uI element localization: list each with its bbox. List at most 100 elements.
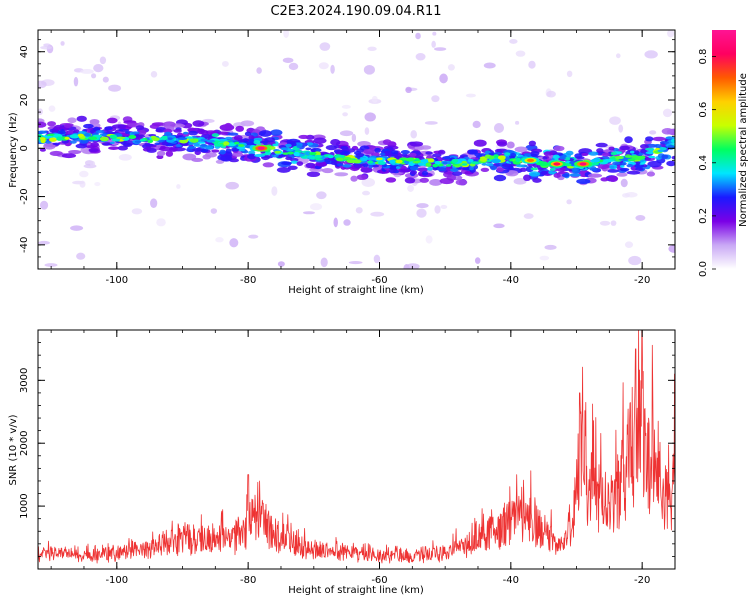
- heatmap-cell: [117, 145, 128, 151]
- heatmap-cell: [371, 152, 380, 157]
- heatmap-cell: [218, 131, 230, 135]
- heatmap-cell: [148, 133, 157, 137]
- heatmap-cell: [247, 153, 256, 160]
- y-tick-label: 3000: [19, 368, 30, 393]
- heatmap-cell: [150, 70, 158, 78]
- heatmap-cell: [52, 142, 61, 146]
- heatmap-cell: [333, 217, 338, 228]
- heatmap-cell: [234, 141, 240, 145]
- heatmap-cell: [244, 131, 252, 136]
- x-tick-label: -40: [503, 275, 519, 286]
- heatmap-cell: [610, 220, 617, 226]
- heatmap-cell: [99, 136, 109, 142]
- heatmap-cell: [569, 173, 581, 177]
- heatmap-cell: [191, 157, 204, 163]
- heatmap-cell: [483, 62, 496, 69]
- heatmap-cell: [39, 148, 46, 152]
- heatmap-cell: [491, 158, 501, 164]
- heatmap-cell: [490, 165, 497, 171]
- heatmap-cell: [421, 170, 429, 176]
- heatmap-cell: [553, 145, 565, 152]
- heatmap-cell: [480, 167, 490, 172]
- heatmap-cell: [287, 151, 294, 155]
- heatmap-cell: [530, 153, 538, 157]
- heatmap-cell: [314, 154, 323, 159]
- heatmap-cell: [416, 203, 429, 209]
- heatmap-cell: [370, 164, 380, 168]
- heatmap-cell: [488, 155, 495, 160]
- y-tick-label: 20: [19, 94, 30, 107]
- heatmap-cell: [43, 43, 51, 47]
- heatmap-cell: [233, 122, 246, 128]
- heatmap-cell: [306, 171, 321, 178]
- colorbar-tick-label: 0.6: [698, 102, 709, 118]
- heatmap-cell: [496, 141, 508, 147]
- snr-series-line: [38, 330, 675, 564]
- heatmap-cell: [432, 163, 439, 168]
- heatmap-cell: [258, 130, 272, 137]
- heatmap-cell: [400, 149, 410, 155]
- heatmap-cell: [370, 211, 385, 217]
- heatmap-cell: [183, 131, 189, 135]
- heatmap-cell: [670, 138, 675, 143]
- heatmap-cell: [200, 148, 209, 153]
- heatmap-cell: [416, 167, 429, 172]
- y-tick-label: 2000: [19, 430, 30, 455]
- heatmap-cell: [410, 130, 418, 139]
- heatmap-cell: [188, 141, 194, 146]
- colorbar-tick-label: 0.2: [698, 208, 709, 224]
- heatmap-cell: [298, 134, 310, 139]
- heatmap-cell: [439, 73, 448, 84]
- heatmap-cell: [48, 105, 56, 112]
- heatmap-cell: [552, 154, 560, 159]
- heatmap-cell: [118, 128, 130, 132]
- heatmap-cell: [647, 160, 662, 168]
- heatmap-cell: [211, 149, 220, 153]
- heatmap-cell: [408, 152, 417, 157]
- heatmap-cell: [425, 151, 433, 155]
- heatmap-cell: [145, 146, 152, 151]
- heatmap-cell: [270, 129, 283, 136]
- heatmap-cell: [150, 198, 158, 209]
- heatmap-cell: [442, 161, 448, 165]
- heatmap-cell: [467, 158, 474, 163]
- heatmap-cell: [340, 145, 349, 150]
- heatmap-cell: [528, 140, 537, 147]
- heatmap-cell: [417, 162, 424, 166]
- heatmap-cell: [206, 139, 216, 143]
- heatmap-cell: [595, 142, 608, 148]
- heatmap-cell: [382, 139, 392, 145]
- heatmap-cell: [164, 131, 172, 137]
- heatmap-cell: [628, 255, 642, 266]
- heatmap-cell: [629, 150, 635, 154]
- x-tick-label: -60: [371, 275, 387, 286]
- heatmap-cell: [401, 153, 408, 157]
- heatmap-cell: [200, 129, 209, 136]
- heatmap-cell: [404, 177, 416, 184]
- heatmap-cell: [334, 172, 349, 177]
- heatmap-cell: [40, 45, 53, 50]
- heatmap-cell: [202, 154, 212, 160]
- heatmap-cell: [415, 53, 426, 61]
- heatmap-cell: [612, 161, 621, 165]
- heatmap-marks: [38, 30, 675, 269]
- heatmap-cell: [155, 128, 163, 133]
- heatmap-cell: [515, 120, 520, 125]
- heatmap-cell: [610, 151, 617, 156]
- heatmap-cell: [115, 136, 126, 140]
- heatmap-cell: [68, 149, 82, 155]
- heatmap-cell: [93, 64, 104, 73]
- heatmap-cell: [360, 167, 373, 173]
- heatmap-cell: [542, 156, 548, 160]
- y-tick-label: 0: [19, 145, 30, 151]
- heatmap-cell: [286, 148, 294, 152]
- heatmap-cell: [581, 152, 589, 157]
- heatmap-cell: [282, 57, 294, 63]
- heatmap-cell: [504, 152, 511, 156]
- heatmap-cell: [426, 166, 433, 171]
- heatmap-cell: [501, 163, 513, 168]
- heatmap-cell: [167, 135, 176, 138]
- heatmap-cell: [635, 155, 644, 161]
- heatmap-cell: [523, 213, 534, 219]
